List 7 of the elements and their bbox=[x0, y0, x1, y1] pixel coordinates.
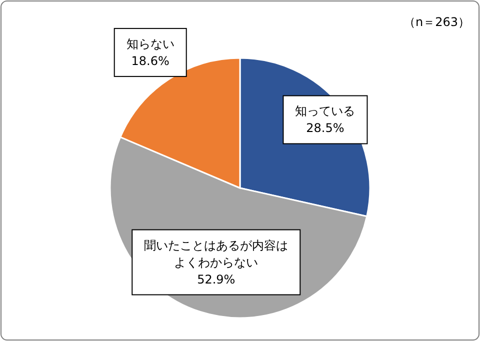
data-label: 28.5% bbox=[306, 121, 344, 136]
text: （n＝263） bbox=[403, 15, 470, 29]
data-label: 52.9% bbox=[197, 272, 236, 286]
slice-label: 知らない bbox=[126, 36, 174, 51]
slice-label: 知っている bbox=[295, 104, 356, 118]
data-label: 18.6% bbox=[131, 54, 170, 68]
slice-label: 聞いたことはあるが内容はよくわからない bbox=[144, 238, 288, 270]
